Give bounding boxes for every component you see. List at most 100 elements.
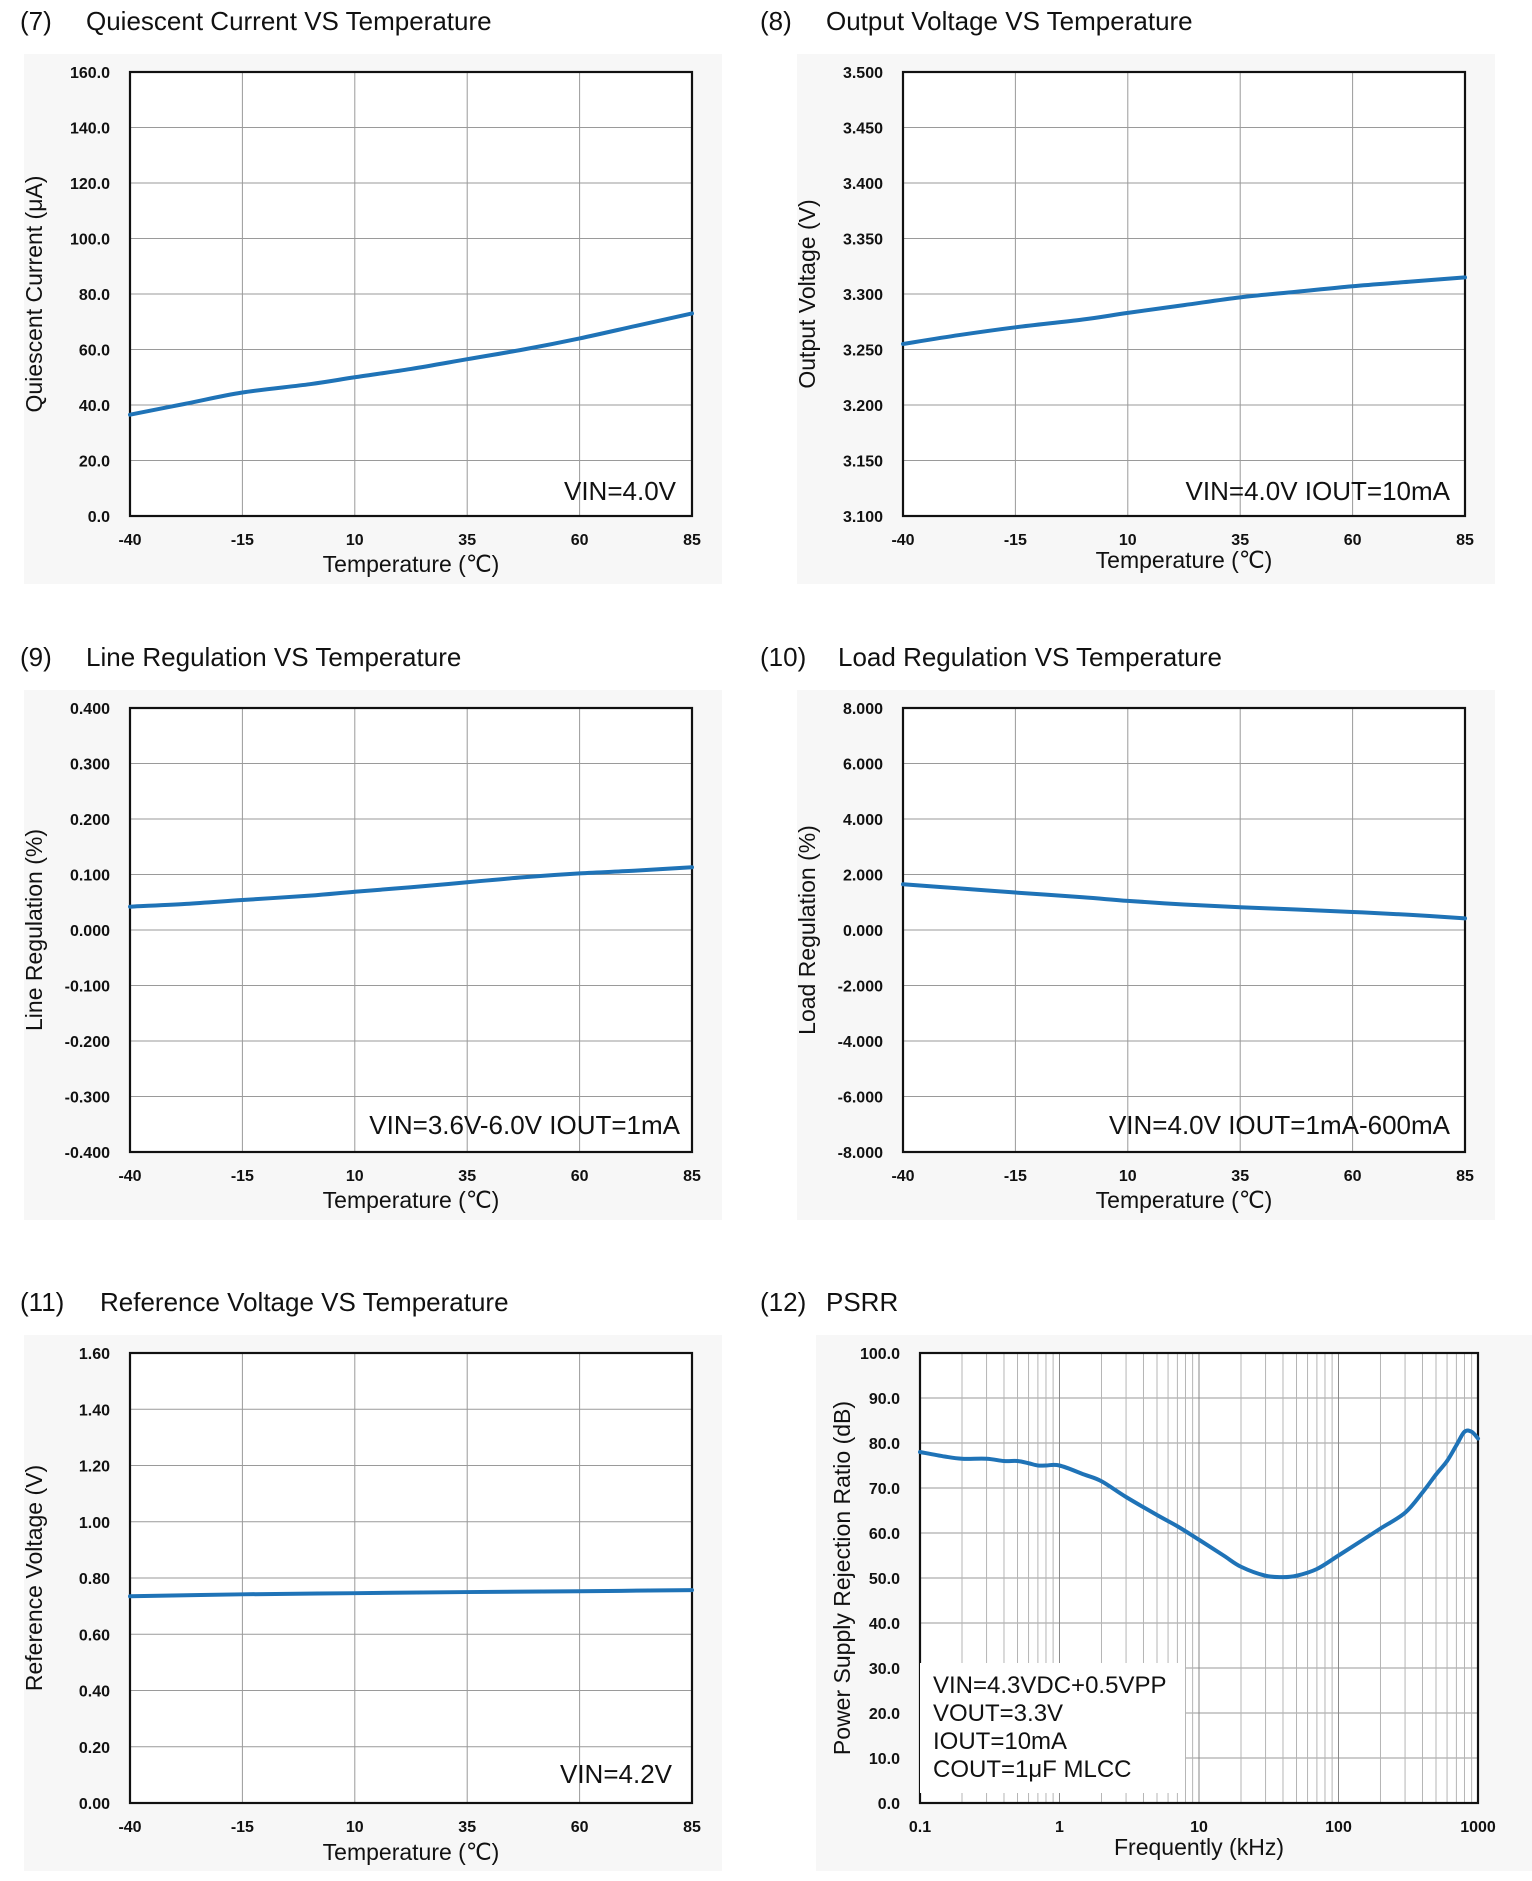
x-tick-label: 35: [458, 532, 476, 549]
y-tick-label: -0.100: [65, 979, 110, 996]
y-tick-label: 3.450: [843, 121, 883, 138]
y-tick-label: 0.20: [79, 1740, 110, 1757]
y-tick-label: 0.40: [79, 1684, 110, 1701]
y-tick-label: 3.500: [843, 65, 883, 82]
y-tick-label: 6.000: [843, 757, 883, 774]
series-line: [128, 865, 694, 909]
x-tick-label: 85: [683, 1819, 701, 1836]
x-axis-label: Temperature (℃): [323, 1839, 500, 1865]
y-tick-label: 80.0: [79, 287, 110, 304]
y-tick-label: 60.0: [869, 1526, 900, 1543]
grid: [129, 71, 693, 517]
y-axis-label: Quiescent Current (μA): [21, 176, 47, 413]
series-line: [128, 311, 694, 417]
y-tick-label: 100.0: [860, 1346, 900, 1363]
chart-annotation: VIN=4.2V: [560, 1759, 673, 1789]
x-tick-label: 60: [571, 532, 589, 549]
chart-index: (9): [20, 642, 52, 672]
x-tick-label: 10: [346, 532, 364, 549]
x-tick-label: 60: [1344, 1168, 1362, 1185]
y-tick-label: -2.000: [838, 979, 883, 996]
x-tick-label: 60: [571, 1168, 589, 1185]
x-axis-label: Temperature (℃): [323, 551, 500, 577]
plot-frame: [128, 1351, 694, 1805]
annotation-box: [920, 1663, 1185, 1793]
y-axis-label: Power Supply Rejection Ratio (dB): [829, 1401, 855, 1755]
chart-index: (10): [760, 642, 806, 672]
x-tick-label: -15: [1004, 1168, 1027, 1185]
series-line: [918, 1428, 1480, 1580]
x-axis-label: Frequently (kHz): [1114, 1834, 1284, 1860]
x-tick-label: 85: [1456, 1168, 1474, 1185]
chart-6: (12) PSRR 0.0 10.0 20.0 30.0 40.0 50.0 60.0 70.0 8…: [760, 1287, 1532, 1871]
y-tick-label: -6.000: [838, 1090, 883, 1107]
y-axis-label: Reference Voltage (V): [21, 1465, 47, 1691]
x-tick-label: -40: [118, 1819, 141, 1836]
y-tick-label: 80.0: [869, 1436, 900, 1453]
chart-2: (8) Output Voltage VS Temperature 3.100 3.1…: [760, 6, 1495, 584]
x-tick-label: -15: [231, 1168, 254, 1185]
x-tick-label: 10: [1190, 1819, 1208, 1836]
chart-5: (11) Reference Voltage VS Temperature 0.00…: [20, 1287, 722, 1871]
y-tick-label: 3.200: [843, 398, 883, 415]
x-tick-label: 60: [571, 1819, 589, 1836]
chart-annotation: VIN=4.0V IOUT=1mA-600mA: [1109, 1110, 1451, 1140]
x-tick-label: 35: [458, 1819, 476, 1836]
plot-frame: [128, 706, 694, 1154]
x-tick-label: 10: [346, 1168, 364, 1185]
x-axis-label: Temperature (℃): [1096, 1187, 1273, 1213]
chart-annotation: VIN=4.0V IOUT=10mA: [1186, 476, 1451, 506]
x-tick-label: 0.1: [909, 1819, 931, 1836]
x-tick-label: 85: [683, 532, 701, 549]
series-line: [128, 1588, 694, 1599]
y-tick-label: 0.000: [843, 923, 883, 940]
chart-3: (9) Line Regulation VS Temperature-0.400-…: [20, 642, 722, 1220]
x-tick-label: 1000: [1460, 1819, 1496, 1836]
x-axis-label: Temperature (℃): [1096, 547, 1273, 573]
x-tick-label: -15: [1004, 532, 1027, 549]
x-tick-label: 35: [1231, 532, 1249, 549]
y-tick-label: 3.350: [843, 232, 883, 249]
y-tick-label: 0.200: [70, 812, 110, 829]
series-line: [901, 275, 1467, 346]
x-tick-label: -15: [231, 1819, 254, 1836]
y-tick-label: 3.100: [843, 509, 883, 526]
y-tick-label: 0.300: [70, 757, 110, 774]
x-tick-label: 1: [1055, 1819, 1064, 1836]
y-tick-label: 0.60: [79, 1627, 110, 1644]
y-tick-label: 100.0: [70, 232, 110, 249]
y-tick-label: 3.150: [843, 454, 883, 471]
x-tick-label: -40: [118, 1168, 141, 1185]
y-tick-label: 3.300: [843, 287, 883, 304]
chart-title: Quiescent Current VS Temperature: [86, 6, 492, 36]
y-tick-label: 40.0: [79, 398, 110, 415]
y-tick-label: 4.000: [843, 812, 883, 829]
y-tick-label: 8.000: [843, 701, 883, 718]
x-tick-label: -40: [891, 1168, 914, 1185]
y-tick-label: 60.0: [79, 343, 110, 360]
x-tick-label: 35: [1231, 1168, 1249, 1185]
y-tick-label: 3.250: [843, 343, 883, 360]
y-tick-label: -0.400: [65, 1145, 110, 1162]
chart-4: (10) Load Regulation VS Temperature -8.000…: [760, 642, 1495, 1220]
y-tick-label: 0.0: [878, 1796, 900, 1813]
x-tick-label: 60: [1344, 532, 1362, 549]
y-tick-label: 10.0: [869, 1751, 900, 1768]
chart-title: Reference Voltage VS Temperature: [100, 1287, 509, 1317]
chart-1: (7) Quiescent Current VS Temperature 0.0 20…: [20, 6, 722, 584]
plot-frame: [901, 706, 1467, 1154]
x-tick-label: 85: [1456, 532, 1474, 549]
y-tick-label: 90.0: [869, 1391, 900, 1408]
plot-frame: [901, 70, 1467, 518]
y-axis-label: Load Regulation (%): [794, 825, 820, 1035]
y-tick-label: 1.40: [79, 1402, 110, 1419]
plot-frame: [128, 70, 694, 518]
y-tick-label: 2.000: [843, 868, 883, 885]
x-tick-label: 100: [1325, 1819, 1352, 1836]
chart-title: PSRR: [826, 1287, 898, 1317]
x-tick-label: 85: [683, 1168, 701, 1185]
chart-annotation: COUT=1μF MLCC: [933, 1756, 1132, 1783]
y-tick-label: 0.80: [79, 1571, 110, 1588]
chart-title: Line Regulation VS Temperature: [86, 642, 461, 672]
